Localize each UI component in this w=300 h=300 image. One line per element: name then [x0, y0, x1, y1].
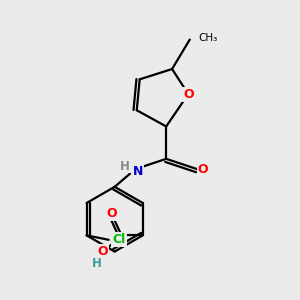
Text: Cl: Cl: [112, 233, 126, 246]
Text: H: H: [120, 160, 130, 173]
Text: H: H: [92, 257, 101, 270]
Text: N: N: [132, 165, 143, 178]
Text: O: O: [198, 163, 208, 176]
Text: O: O: [183, 88, 194, 100]
Text: O: O: [106, 207, 116, 220]
Text: O: O: [97, 245, 108, 258]
Text: CH₃: CH₃: [199, 33, 218, 43]
